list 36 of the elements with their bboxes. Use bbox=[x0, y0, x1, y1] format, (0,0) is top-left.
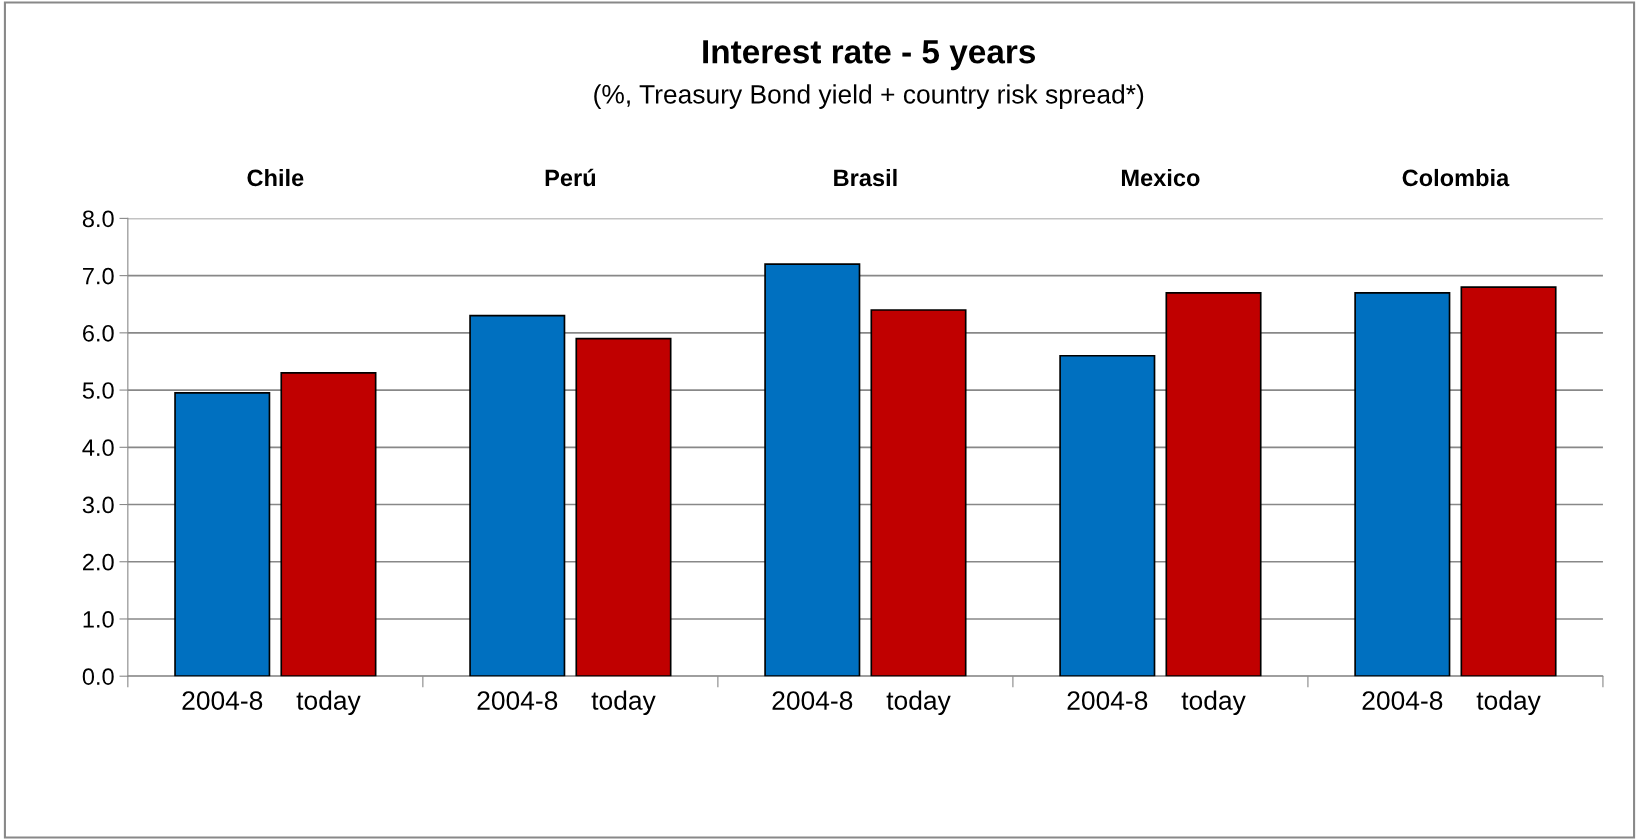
text: 2004-8 bbox=[477, 691, 558, 710]
text: today bbox=[591, 690, 656, 716]
bar bbox=[280, 372, 377, 677]
y-tick-label: 0.0 bbox=[82, 668, 114, 685]
bar bbox=[1354, 291, 1451, 677]
y-tick-label: 1.0 bbox=[83, 611, 114, 628]
bar bbox=[575, 337, 672, 677]
y-tick-label: 2.0 bbox=[83, 553, 114, 571]
y-tick-label: 8.0 bbox=[82, 210, 114, 228]
x-tick-label: Perú bbox=[545, 168, 596, 187]
chart-subtitle: (%, Treasury Bond yield + country risk spread*) bbox=[594, 84, 1144, 109]
bar bbox=[1059, 354, 1156, 677]
y-tick-label: 6.0 bbox=[83, 324, 114, 342]
x-tick-label: Colombia bbox=[1402, 168, 1510, 187]
series-label: 2004-8 bbox=[182, 691, 263, 710]
bar bbox=[870, 309, 967, 677]
x-tick-label: Mexico bbox=[1121, 168, 1200, 187]
text: 2004-8 bbox=[1362, 691, 1443, 710]
bar bbox=[469, 314, 566, 677]
bar bbox=[1165, 291, 1262, 677]
y-tick-label: 4.0 bbox=[82, 439, 114, 457]
text: today bbox=[1476, 690, 1541, 716]
text: 2004-8 bbox=[1067, 691, 1148, 710]
y-tick-label: 7.0 bbox=[83, 267, 114, 285]
y-tick-label: 5.0 bbox=[82, 382, 114, 399]
bar bbox=[1460, 286, 1557, 677]
text: today bbox=[1181, 690, 1246, 716]
text: today bbox=[886, 690, 951, 716]
chart-title: Interest rate - 5 years bbox=[703, 40, 1035, 71]
y-tick-label: 3.0 bbox=[82, 496, 114, 514]
series-label: today bbox=[296, 690, 361, 716]
bar bbox=[764, 263, 861, 677]
x-tick-label: Brasil bbox=[834, 168, 897, 187]
text: 2004-8 bbox=[772, 691, 853, 710]
bar bbox=[174, 392, 271, 677]
x-tick-label: Chile bbox=[247, 168, 304, 187]
